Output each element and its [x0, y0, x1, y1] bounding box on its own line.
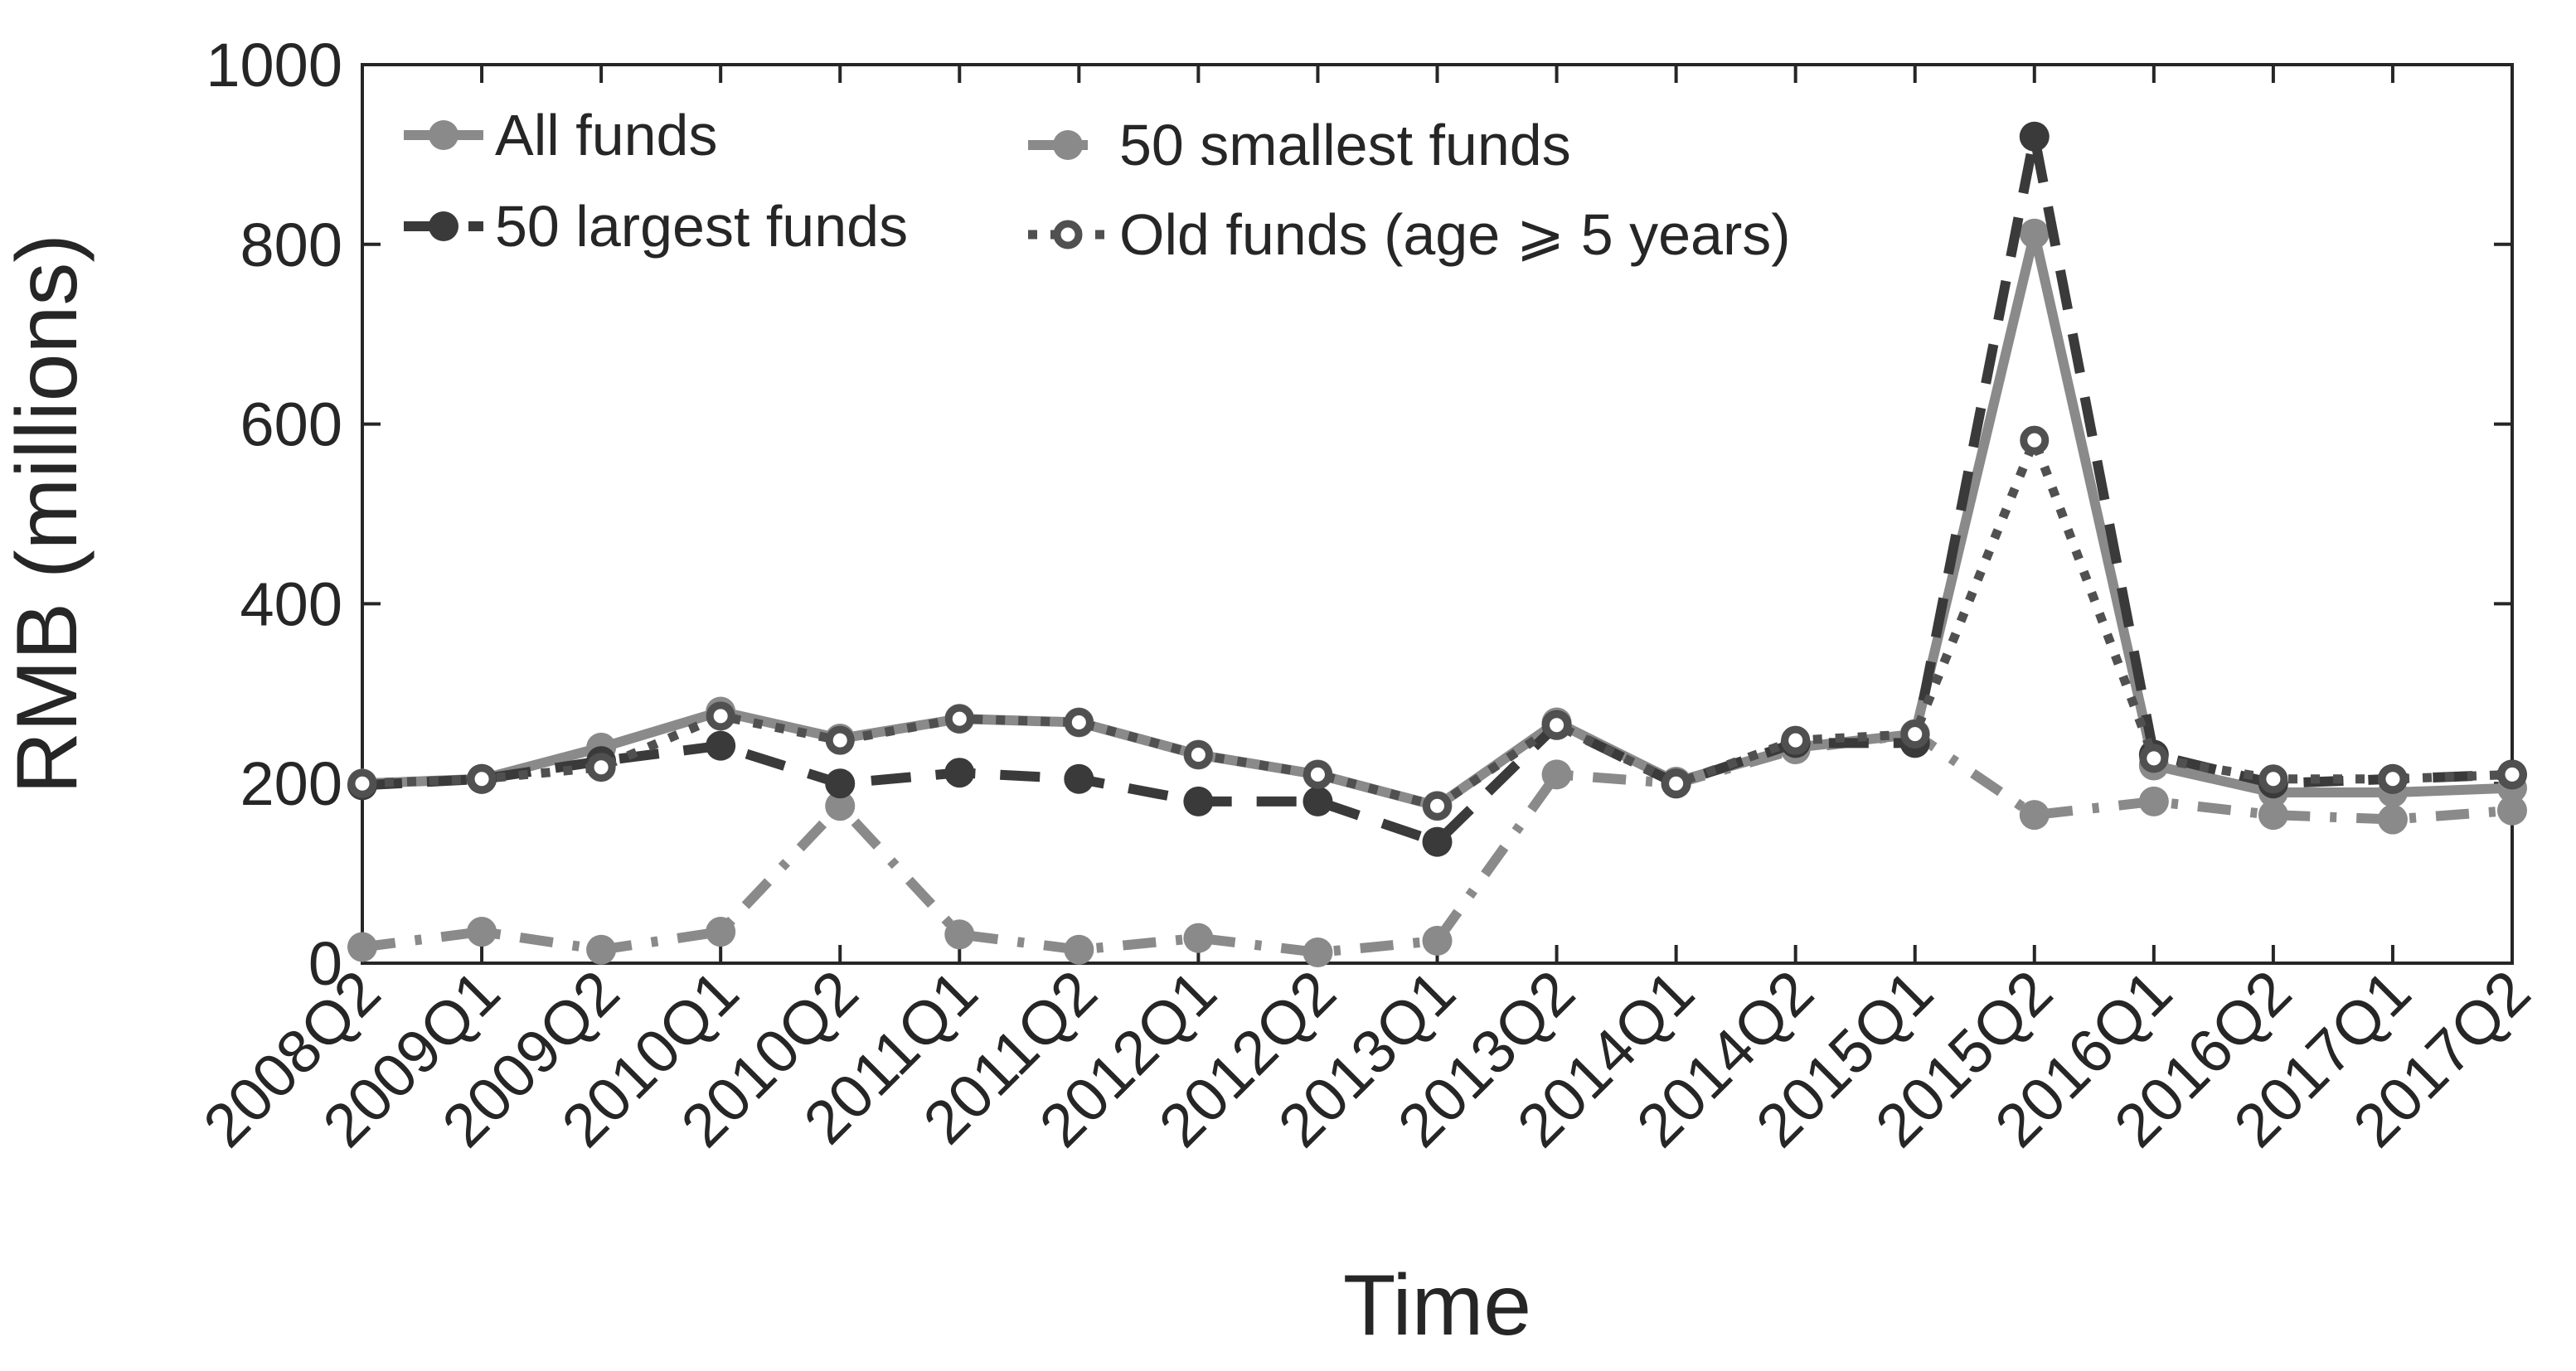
- data-point: [2497, 759, 2527, 789]
- legend-entry: All funds: [404, 103, 717, 167]
- data-point: [1183, 740, 1213, 770]
- data-point: [586, 934, 617, 965]
- data-point: [825, 768, 856, 799]
- data-point: [706, 917, 736, 947]
- data-point: [944, 758, 975, 788]
- legend-entry: 50 smallest funds: [1028, 113, 1571, 177]
- data-point: [1542, 710, 1572, 740]
- data-point: [1064, 763, 1094, 794]
- data-point: [1064, 707, 1094, 737]
- data-point: [2258, 800, 2288, 831]
- data-point: [825, 791, 856, 821]
- data-point: [2138, 786, 2169, 816]
- legend-entry: Old funds (age ⩾ 5 years): [1028, 202, 1791, 267]
- data-point: [1662, 768, 1691, 798]
- data-point: [1183, 923, 1214, 953]
- y-tick-label: 400: [240, 569, 342, 638]
- data-point: [706, 701, 735, 731]
- series-3: [347, 425, 2527, 821]
- series-layer: [347, 121, 2527, 967]
- data-point: [2258, 764, 2288, 794]
- data-point: [429, 211, 458, 241]
- data-point: [467, 917, 497, 947]
- legend-label: All funds: [495, 103, 717, 167]
- data-point: [1303, 786, 1333, 816]
- data-point: [944, 704, 974, 734]
- data-point: [467, 764, 497, 794]
- data-point: [1303, 759, 1332, 789]
- data-point: [2377, 804, 2408, 835]
- legend-label: 50 largest funds: [495, 194, 908, 259]
- data-point: [706, 730, 736, 761]
- data-point: [1781, 725, 1811, 755]
- data-point: [1183, 786, 1214, 816]
- data-point: [1541, 759, 1572, 790]
- data-point: [825, 725, 855, 755]
- data-point: [2019, 218, 2050, 249]
- data-point: [1900, 719, 1930, 749]
- data-point: [2378, 764, 2408, 794]
- data-point: [1053, 220, 1083, 249]
- y-axis-title: RMB (millions): [0, 234, 95, 794]
- data-point: [1303, 937, 1333, 967]
- data-point: [1053, 130, 1083, 160]
- y-tick-label: 800: [240, 211, 342, 279]
- data-point: [2019, 800, 2050, 831]
- data-point: [1423, 791, 1452, 821]
- data-point: [586, 753, 616, 782]
- data-point: [944, 919, 975, 950]
- data-point: [2020, 425, 2050, 455]
- y-tick-label: 600: [240, 390, 342, 459]
- data-point: [347, 768, 377, 798]
- y-tick-label: 200: [240, 749, 342, 818]
- data-point: [1422, 826, 1453, 857]
- data-point: [1422, 925, 1453, 956]
- legend-entry: 50 largest funds: [404, 194, 908, 259]
- legend: All funds 50 largest funds 50 smallest fun…: [404, 103, 1791, 267]
- y-tick-label: 0: [308, 929, 342, 998]
- data-point: [2497, 795, 2527, 826]
- y-tick-label: 1000: [206, 31, 342, 99]
- data-point: [347, 932, 377, 962]
- data-point: [1064, 934, 1094, 965]
- data-point: [2139, 744, 2169, 773]
- x-axis-title: Time: [1343, 1257, 1531, 1354]
- legend-label: Old funds (age ⩾ 5 years): [1119, 202, 1791, 267]
- legend-label: 50 smallest funds: [1119, 113, 1571, 177]
- data-point: [2019, 121, 2050, 152]
- data-point: [429, 120, 458, 150]
